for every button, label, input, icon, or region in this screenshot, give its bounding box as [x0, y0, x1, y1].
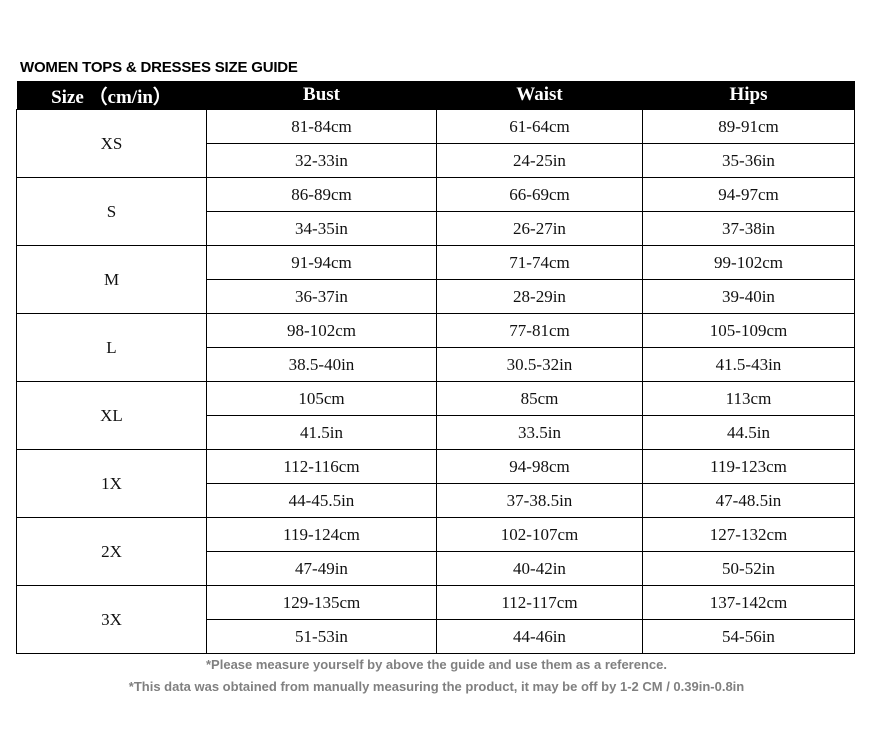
hips-cm-cell: 94-97cm — [642, 177, 855, 212]
bust-in-cell: 36-37in — [206, 279, 437, 314]
table-row-in: 36-37in 28-29in 39-40in — [17, 279, 855, 314]
waist-cm-cell: 102-107cm — [436, 517, 643, 552]
waist-cm-cell: 94-98cm — [436, 449, 643, 484]
table-row-cm: XL 105cm 85cm 113cm — [16, 381, 855, 450]
bust-in-cell: 47-49in — [206, 551, 437, 586]
bust-in-cell: 38.5-40in — [206, 347, 437, 382]
waist-in-cell: 33.5in — [436, 415, 643, 450]
size-label: L — [16, 313, 207, 382]
bust-in-cell: 32-33in — [206, 143, 437, 178]
table-row-cm: L 98-102cm 77-81cm 105-109cm — [16, 313, 855, 382]
header-hips: Hips — [642, 81, 855, 110]
waist-in-cell: 40-42in — [436, 551, 643, 586]
size-guide-title: WOMEN TOPS & DRESSES SIZE GUIDE — [20, 59, 298, 76]
bust-cm-cell: 98-102cm — [206, 313, 437, 348]
waist-cm-cell: 85cm — [436, 381, 643, 416]
table-row-in: 47-49in 40-42in 50-52in — [17, 551, 855, 586]
waist-cm-cell: 71-74cm — [436, 245, 643, 280]
bust-cm-cell: 129-135cm — [206, 585, 437, 620]
hips-in-cell: 44.5in — [642, 415, 855, 450]
bust-cm-cell: 86-89cm — [206, 177, 437, 212]
hips-cm-cell: 127-132cm — [642, 517, 855, 552]
table-row-in: 34-35in 26-27in 37-38in — [17, 211, 855, 246]
bust-cm-cell: 112-116cm — [206, 449, 437, 484]
hips-in-cell: 35-36in — [642, 143, 855, 178]
bust-in-cell: 41.5in — [206, 415, 437, 450]
bust-in-cell: 44-45.5in — [206, 483, 437, 518]
hips-in-cell: 37-38in — [642, 211, 855, 246]
waist-in-cell: 37-38.5in — [436, 483, 643, 518]
hips-cm-cell: 105-109cm — [642, 313, 855, 348]
size-label: 2X — [16, 517, 207, 586]
waist-in-cell: 30.5-32in — [436, 347, 643, 382]
table-row-in: 38.5-40in 30.5-32in 41.5-43in — [17, 347, 855, 382]
bust-cm-cell: 91-94cm — [206, 245, 437, 280]
bust-in-cell: 51-53in — [206, 619, 437, 654]
waist-in-cell: 28-29in — [436, 279, 643, 314]
waist-in-cell: 24-25in — [436, 143, 643, 178]
table-row-in: 44-45.5in 37-38.5in 47-48.5in — [17, 483, 855, 518]
hips-cm-cell: 119-123cm — [642, 449, 855, 484]
hips-in-cell: 50-52in — [642, 551, 855, 586]
waist-in-cell: 26-27in — [436, 211, 643, 246]
waist-cm-cell: 61-64cm — [436, 109, 643, 144]
size-label: S — [16, 177, 207, 246]
hips-in-cell: 41.5-43in — [642, 347, 855, 382]
table-row-in: 51-53in 44-46in 54-56in — [17, 619, 855, 654]
table-row-cm: XS 81-84cm 61-64cm 89-91cm — [16, 109, 855, 178]
hips-cm-cell: 137-142cm — [642, 585, 855, 620]
hips-cm-cell: 113cm — [642, 381, 855, 416]
size-label: 1X — [16, 449, 207, 518]
table-row-cm: M 91-94cm 71-74cm 99-102cm — [16, 245, 855, 314]
waist-cm-cell: 66-69cm — [436, 177, 643, 212]
size-chart-table: Size （cm/in） Bust Waist Hips XS 81-84cm 61… — [16, 81, 855, 654]
bust-in-cell: 34-35in — [206, 211, 437, 246]
header-row: Size （cm/in） Bust Waist Hips — [16, 81, 855, 110]
hips-in-cell: 47-48.5in — [642, 483, 855, 518]
bust-cm-cell: 81-84cm — [206, 109, 437, 144]
table-row-in: 41.5in 33.5in 44.5in — [17, 415, 855, 450]
table-row-cm: S 86-89cm 66-69cm 94-97cm — [16, 177, 855, 246]
hips-in-cell: 39-40in — [642, 279, 855, 314]
table-row-in: 32-33in 24-25in 35-36in — [17, 143, 855, 178]
size-label: 3X — [16, 585, 207, 654]
hips-in-cell: 54-56in — [642, 619, 855, 654]
footnote-reference: *Please measure yourself by above the gu… — [206, 657, 667, 672]
hips-cm-cell: 89-91cm — [642, 109, 855, 144]
bust-cm-cell: 119-124cm — [206, 517, 437, 552]
header-bust: Bust — [206, 81, 437, 110]
table-row-cm: 1X 112-116cm 94-98cm 119-123cm — [16, 449, 855, 518]
header-size: Size （cm/in） — [16, 81, 207, 110]
header-waist: Waist — [436, 81, 643, 110]
size-label: M — [16, 245, 207, 314]
table-row-cm: 2X 119-124cm 102-107cm 127-132cm — [16, 517, 855, 586]
waist-cm-cell: 77-81cm — [436, 313, 643, 348]
size-label: XL — [16, 381, 207, 450]
footnote-accuracy: *This data was obtained from manually me… — [128, 679, 745, 694]
bust-cm-cell: 105cm — [206, 381, 437, 416]
waist-in-cell: 44-46in — [436, 619, 643, 654]
waist-cm-cell: 112-117cm — [436, 585, 643, 620]
table-row-cm: 3X 129-135cm 112-117cm 137-142cm — [16, 585, 855, 654]
size-label: XS — [16, 109, 207, 178]
hips-cm-cell: 99-102cm — [642, 245, 855, 280]
